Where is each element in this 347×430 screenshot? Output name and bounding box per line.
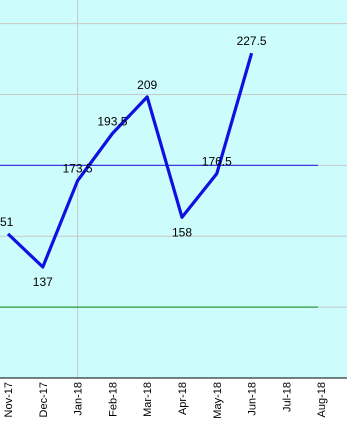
data-label: 193.5 — [97, 114, 127, 128]
x-tick-label: Aug-18 — [316, 382, 328, 417]
x-tick-label: Jul-18 — [281, 382, 293, 412]
data-labels: 51 137 173.5 193.5 209 158 176.5 227.5 — [0, 34, 267, 289]
series-line-1 — [6, 52, 254, 269]
x-tick-label: Jan-18 — [73, 382, 85, 416]
reference-lines — [0, 164, 318, 308]
data-label: 173.5 — [63, 162, 93, 176]
data-label: 176.5 — [202, 155, 232, 169]
data-label: 227.5 — [237, 34, 267, 48]
x-tick-label: Mar-18 — [142, 382, 154, 417]
x-tick-label: Nov-17 — [3, 382, 15, 417]
x-tick-label: May-18 — [212, 382, 224, 419]
data-label: 137 — [33, 275, 53, 289]
x-tick-label: Dec-17 — [38, 382, 50, 417]
data-label: 51 — [0, 215, 14, 229]
x-tick-label: Jun-18 — [247, 382, 259, 416]
data-label: 158 — [172, 225, 192, 239]
series-layer — [6, 52, 254, 269]
x-tick-label: Apr-18 — [177, 382, 189, 415]
data-label: 209 — [137, 78, 157, 92]
x-tick-label: Feb-18 — [107, 382, 119, 417]
x-tick-labels: Nov-17 Dec-17 Jan-18 Feb-18 Mar-18 Apr-18 May-… — [3, 382, 328, 419]
